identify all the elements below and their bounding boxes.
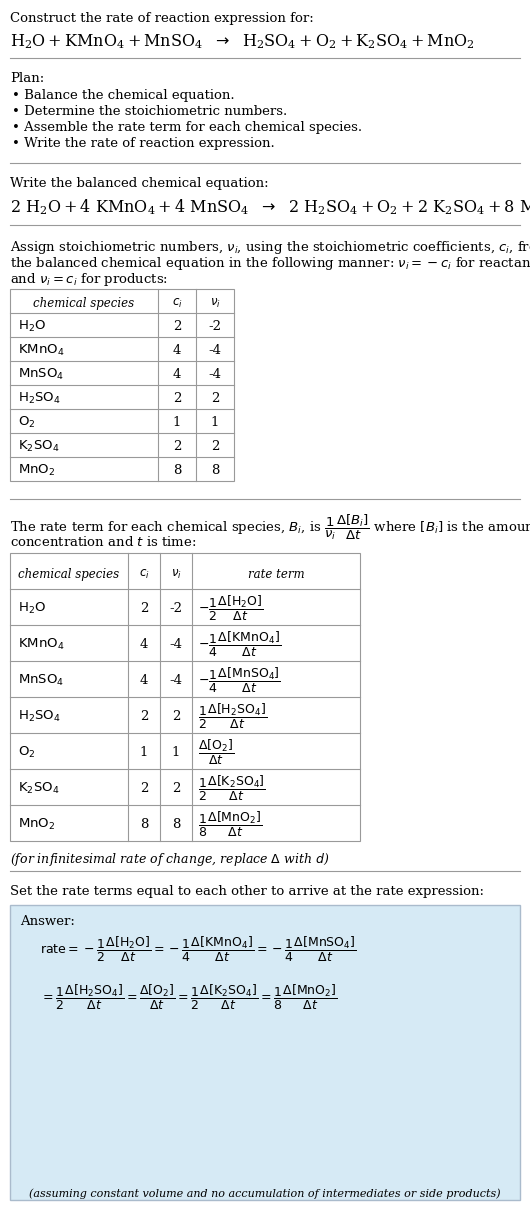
Text: 1: 1 bbox=[173, 417, 181, 429]
Text: $\nu_i$: $\nu_i$ bbox=[209, 297, 220, 310]
Text: 1: 1 bbox=[211, 417, 219, 429]
Text: -4: -4 bbox=[170, 638, 182, 651]
Text: the balanced chemical equation in the following manner: $\nu_i = -c_i$ for react: the balanced chemical equation in the fo… bbox=[10, 255, 530, 272]
Text: 8: 8 bbox=[140, 818, 148, 831]
Text: Write the balanced chemical equation:: Write the balanced chemical equation: bbox=[10, 178, 269, 190]
Bar bbox=[10, 553, 360, 841]
Text: $-\dfrac{1}{2}\dfrac{\Delta[\mathrm{H_2O}]}{\Delta t}$: $-\dfrac{1}{2}\dfrac{\Delta[\mathrm{H_2O… bbox=[198, 594, 263, 623]
Text: 2: 2 bbox=[140, 710, 148, 724]
Text: 2: 2 bbox=[211, 441, 219, 453]
Text: $\dfrac{1}{2}\dfrac{\Delta[\mathrm{K_2SO_4}]}{\Delta t}$: $\dfrac{1}{2}\dfrac{\Delta[\mathrm{K_2SO… bbox=[198, 774, 266, 803]
Text: $\mathrm{O_2}$: $\mathrm{O_2}$ bbox=[18, 416, 36, 430]
Text: $\mathrm{H_2SO_4}$: $\mathrm{H_2SO_4}$ bbox=[18, 391, 60, 406]
Text: 4: 4 bbox=[140, 638, 148, 651]
Text: • Determine the stoichiometric numbers.: • Determine the stoichiometric numbers. bbox=[12, 105, 287, 118]
Text: 8: 8 bbox=[172, 818, 180, 831]
Text: $\mathrm{O_2}$: $\mathrm{O_2}$ bbox=[18, 745, 36, 760]
Text: 8: 8 bbox=[211, 464, 219, 477]
Text: 2: 2 bbox=[172, 710, 180, 724]
Text: $\mathrm{K_2SO_4}$: $\mathrm{K_2SO_4}$ bbox=[18, 440, 59, 454]
Text: 4: 4 bbox=[173, 344, 181, 358]
Text: 2: 2 bbox=[140, 603, 148, 615]
Text: rate term: rate term bbox=[248, 568, 304, 581]
Text: $-\dfrac{1}{4}\dfrac{\Delta[\mathrm{MnSO_4}]}{\Delta t}$: $-\dfrac{1}{4}\dfrac{\Delta[\mathrm{MnSO… bbox=[198, 667, 281, 696]
Text: $\nu_i$: $\nu_i$ bbox=[171, 568, 181, 581]
Text: 4: 4 bbox=[140, 674, 148, 687]
Text: 2: 2 bbox=[172, 783, 180, 795]
Text: $\mathrm{MnSO_4}$: $\mathrm{MnSO_4}$ bbox=[18, 367, 64, 383]
Text: $= \dfrac{1}{2}\dfrac{\Delta[\mathrm{H_2SO_4}]}{\Delta t} = \dfrac{\Delta[\mathr: $= \dfrac{1}{2}\dfrac{\Delta[\mathrm{H_2… bbox=[40, 983, 338, 1012]
Text: $\dfrac{1}{8}\dfrac{\Delta[\mathrm{MnO_2}]}{\Delta t}$: $\dfrac{1}{8}\dfrac{\Delta[\mathrm{MnO_2… bbox=[198, 811, 262, 840]
Text: $\dfrac{1}{2}\dfrac{\Delta[\mathrm{H_2SO_4}]}{\Delta t}$: $\dfrac{1}{2}\dfrac{\Delta[\mathrm{H_2SO… bbox=[198, 702, 267, 731]
Text: $\mathrm{MnO_2}$: $\mathrm{MnO_2}$ bbox=[18, 464, 55, 478]
Text: (for infinitesimal rate of change, replace $\Delta$ with $d$): (for infinitesimal rate of change, repla… bbox=[10, 850, 329, 869]
Text: $\mathrm{MnSO_4}$: $\mathrm{MnSO_4}$ bbox=[18, 673, 64, 689]
Text: 2: 2 bbox=[173, 393, 181, 406]
Text: 2: 2 bbox=[140, 783, 148, 795]
Text: $\mathregular{H_2O + KMnO_4 + MnSO_4}$  $\rightarrow$  $\mathregular{H_2SO_4 + O: $\mathregular{H_2O + KMnO_4 + MnSO_4}$ $… bbox=[10, 31, 475, 51]
Text: • Balance the chemical equation.: • Balance the chemical equation. bbox=[12, 89, 235, 101]
Text: 1: 1 bbox=[140, 747, 148, 760]
Text: • Assemble the rate term for each chemical species.: • Assemble the rate term for each chemic… bbox=[12, 121, 362, 134]
Text: $c_i$: $c_i$ bbox=[139, 568, 149, 581]
Text: $\mathrm{rate} = -\dfrac{1}{2}\dfrac{\Delta[\mathrm{H_2O}]}{\Delta t} = -\dfrac{: $\mathrm{rate} = -\dfrac{1}{2}\dfrac{\De… bbox=[40, 935, 357, 964]
Text: -4: -4 bbox=[208, 344, 222, 358]
Text: $-\dfrac{1}{4}\dfrac{\Delta[\mathrm{KMnO_4}]}{\Delta t}$: $-\dfrac{1}{4}\dfrac{\Delta[\mathrm{KMnO… bbox=[198, 631, 281, 660]
Text: concentration and $t$ is time:: concentration and $t$ is time: bbox=[10, 535, 197, 548]
Text: 8: 8 bbox=[173, 464, 181, 477]
Text: $\mathrm{H_2O}$: $\mathrm{H_2O}$ bbox=[18, 319, 46, 335]
Text: 2: 2 bbox=[211, 393, 219, 406]
Text: $\mathregular{2\ H_2O + 4\ KMnO_4 + 4\ MnSO_4}$  $\rightarrow$  $\mathregular{2\: $\mathregular{2\ H_2O + 4\ KMnO_4 + 4\ M… bbox=[10, 197, 530, 216]
Text: Answer:: Answer: bbox=[20, 914, 75, 928]
Text: 4: 4 bbox=[173, 368, 181, 382]
Text: 2: 2 bbox=[173, 320, 181, 333]
Text: The rate term for each chemical species, $B_i$, is $\dfrac{1}{\nu_i}\dfrac{\Delt: The rate term for each chemical species,… bbox=[10, 513, 530, 542]
Text: $\mathrm{H_2SO_4}$: $\mathrm{H_2SO_4}$ bbox=[18, 709, 60, 725]
Text: $\mathrm{K_2SO_4}$: $\mathrm{K_2SO_4}$ bbox=[18, 782, 59, 796]
Text: -2: -2 bbox=[170, 603, 182, 615]
Text: Assign stoichiometric numbers, $\nu_i$, using the stoichiometric coefficients, $: Assign stoichiometric numbers, $\nu_i$, … bbox=[10, 239, 530, 256]
Text: Plan:: Plan: bbox=[10, 72, 44, 85]
Text: • Write the rate of reaction expression.: • Write the rate of reaction expression. bbox=[12, 137, 275, 150]
Text: $\mathrm{H_2O}$: $\mathrm{H_2O}$ bbox=[18, 602, 46, 616]
Bar bbox=[10, 289, 234, 481]
Text: $\mathrm{KMnO_4}$: $\mathrm{KMnO_4}$ bbox=[18, 343, 65, 359]
Bar bbox=[10, 905, 520, 1200]
Text: chemical species: chemical species bbox=[19, 568, 120, 581]
Text: $c_i$: $c_i$ bbox=[172, 297, 182, 310]
Text: 2: 2 bbox=[173, 441, 181, 453]
Text: -4: -4 bbox=[170, 674, 182, 687]
Text: Set the rate terms equal to each other to arrive at the rate expression:: Set the rate terms equal to each other t… bbox=[10, 885, 484, 898]
Text: 1: 1 bbox=[172, 747, 180, 760]
Text: Construct the rate of reaction expression for:: Construct the rate of reaction expressio… bbox=[10, 12, 314, 25]
Text: chemical species: chemical species bbox=[33, 297, 135, 310]
Text: (assuming constant volume and no accumulation of intermediates or side products): (assuming constant volume and no accumul… bbox=[29, 1187, 501, 1198]
Text: and $\nu_i = c_i$ for products:: and $\nu_i = c_i$ for products: bbox=[10, 271, 168, 288]
Text: $\dfrac{\Delta[\mathrm{O_2}]}{\Delta t}$: $\dfrac{\Delta[\mathrm{O_2}]}{\Delta t}$ bbox=[198, 738, 234, 767]
Text: $\mathrm{MnO_2}$: $\mathrm{MnO_2}$ bbox=[18, 818, 55, 832]
Text: $\mathrm{KMnO_4}$: $\mathrm{KMnO_4}$ bbox=[18, 638, 65, 652]
Text: -4: -4 bbox=[208, 368, 222, 382]
Text: -2: -2 bbox=[208, 320, 222, 333]
